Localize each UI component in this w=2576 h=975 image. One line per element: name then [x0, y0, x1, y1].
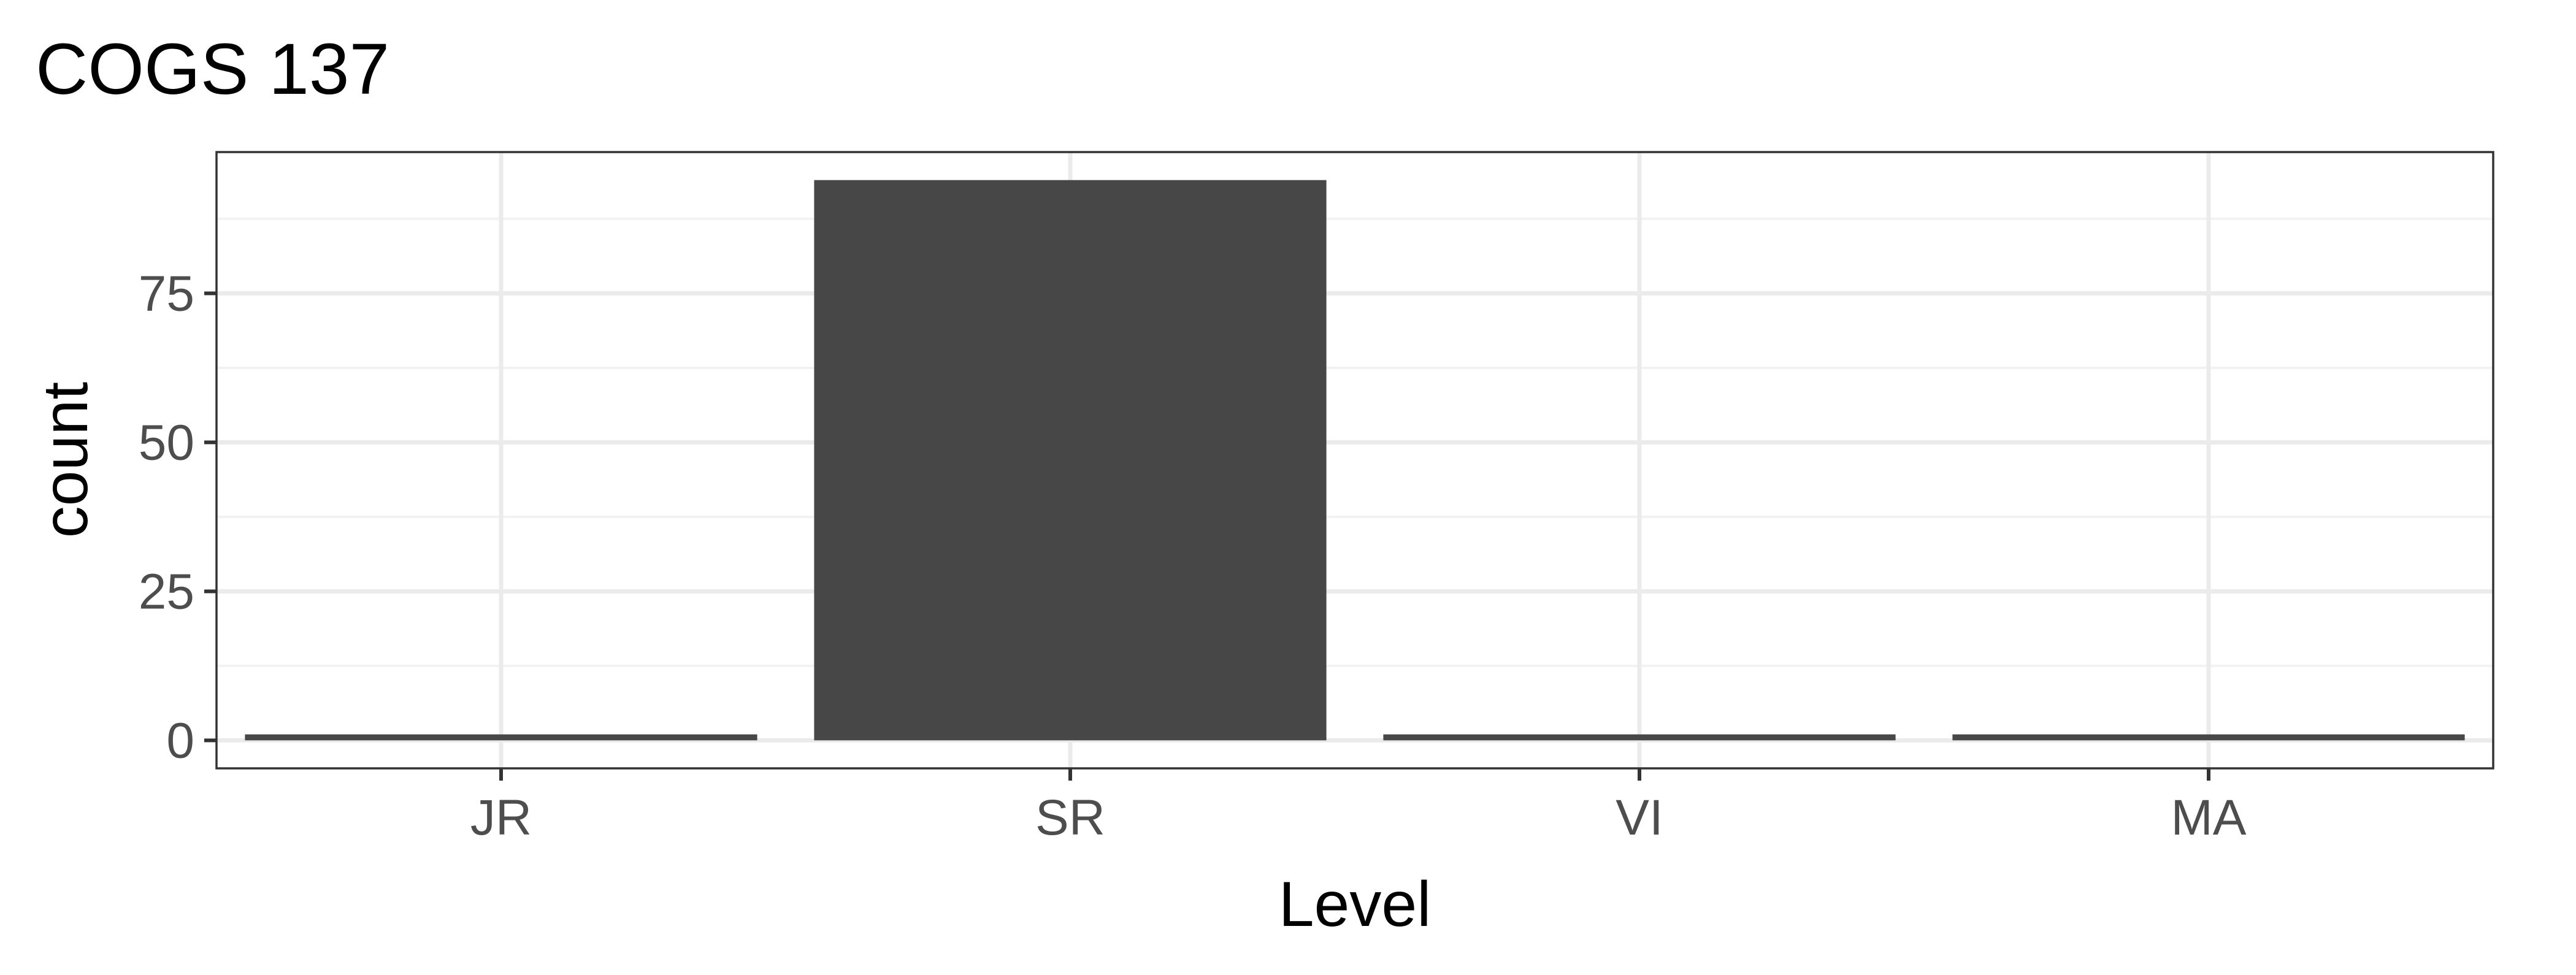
- plot-panel: [215, 151, 2494, 770]
- y-tick-label: 0: [166, 713, 194, 768]
- bar: [1952, 734, 2465, 741]
- bar: [245, 734, 757, 741]
- minor-gridlines: [217, 217, 2493, 667]
- x-tick-label: MA: [2171, 790, 2247, 846]
- bar: [814, 180, 1327, 741]
- bar: [1383, 734, 1896, 741]
- y-tick-label: 25: [139, 564, 194, 619]
- y-tick-label: 50: [139, 415, 194, 470]
- chart-title: COGS 137: [36, 29, 389, 110]
- y-axis-title: count: [30, 382, 101, 538]
- bars: [245, 180, 2465, 741]
- x-axis-title: Level: [1279, 869, 1432, 940]
- y-tick-label: 75: [139, 266, 194, 321]
- panel-background: [217, 152, 2493, 768]
- x-tick-label: VI: [1616, 790, 1663, 846]
- x-tick-label: SR: [1035, 790, 1105, 846]
- y-axis: 0 25 50 75: [139, 266, 217, 768]
- x-axis: JR SR VI MA: [470, 768, 2247, 846]
- panel-border: [215, 151, 2494, 770]
- x-tick-label: JR: [470, 790, 532, 846]
